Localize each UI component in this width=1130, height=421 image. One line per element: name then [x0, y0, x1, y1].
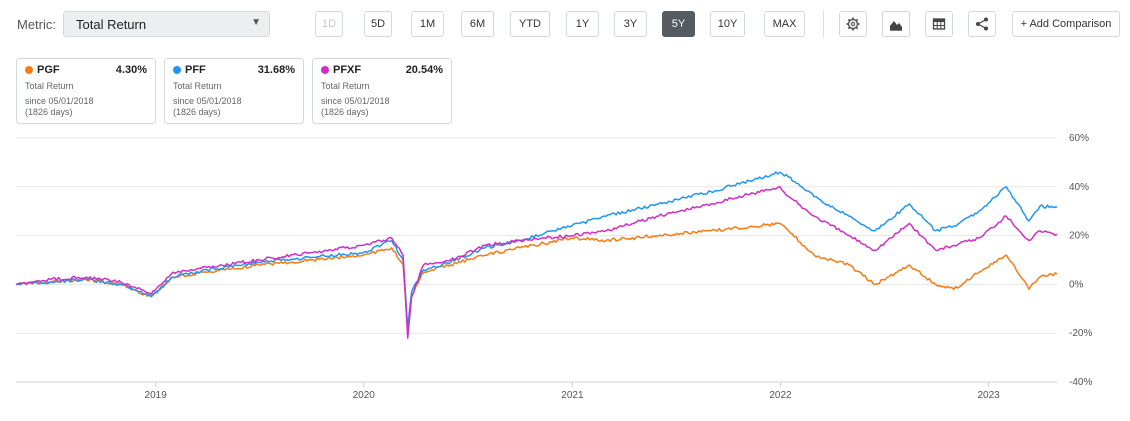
- period-1m-button[interactable]: 1M: [411, 11, 444, 37]
- metric-caption: Total Return: [25, 81, 74, 91]
- ticker-label: PFXF: [333, 64, 362, 76]
- period-ytd-button[interactable]: YTD: [510, 11, 550, 37]
- chart-type-button[interactable]: [882, 11, 910, 37]
- metric-caption: Total Return: [173, 81, 222, 91]
- series-line-pfxf: [15, 186, 1058, 339]
- series-color-dot: [321, 66, 329, 74]
- settings-button[interactable]: [839, 11, 867, 37]
- share-icon: [976, 17, 988, 31]
- y-tick-label: 60%: [1069, 133, 1089, 144]
- add-comparison-button[interactable]: + Add Comparison: [1012, 11, 1120, 37]
- period-5d-button[interactable]: 5D: [364, 11, 392, 37]
- series-line-pff: [15, 171, 1058, 330]
- mountain-chart-icon: [890, 21, 902, 31]
- period-3y-button[interactable]: 3Y: [614, 11, 647, 37]
- days-caption: (1826 days): [173, 107, 221, 117]
- table-icon: [932, 18, 946, 30]
- since-caption: since 05/01/2018: [321, 96, 390, 106]
- x-tick-label: 2022: [769, 390, 792, 401]
- ticker-label: PFF: [185, 64, 206, 76]
- since-caption: since 05/01/2018: [25, 96, 94, 106]
- legend-card-pgf[interactable]: PGF 4.30% Total Return since 05/01/2018 …: [16, 58, 156, 124]
- y-tick-label: 20%: [1069, 231, 1089, 242]
- period-5y-button[interactable]: 5Y: [662, 11, 695, 37]
- legend-card-pff[interactable]: PFF 31.68% Total Return since 05/01/2018…: [164, 58, 304, 124]
- period-6m-button[interactable]: 6M: [461, 11, 494, 37]
- y-tick-label: 40%: [1069, 182, 1089, 193]
- return-value: 20.54%: [405, 64, 443, 76]
- since-caption: since 05/01/2018: [173, 96, 242, 106]
- y-tick-label: -40%: [1069, 377, 1092, 388]
- days-caption: (1826 days): [321, 107, 369, 117]
- return-value: 31.68%: [257, 64, 295, 76]
- metric-select[interactable]: Total Return ▼: [63, 11, 270, 37]
- x-tick-label: 2021: [561, 390, 584, 401]
- series-line-pgf: [15, 222, 1058, 334]
- gear-icon: [846, 17, 860, 31]
- period-1d-button[interactable]: 1D: [315, 11, 343, 37]
- toolbar: Metric: Total Return ▼ 1D 5D 1M 6M YTD 1…: [0, 0, 1130, 50]
- days-caption: (1826 days): [25, 107, 73, 117]
- chevron-down-icon: ▼: [251, 17, 261, 28]
- metric-caption: Total Return: [321, 81, 370, 91]
- x-tick-label: 2019: [145, 390, 168, 401]
- x-tick-label: 2020: [353, 390, 376, 401]
- share-button[interactable]: [968, 11, 996, 37]
- toolbar-divider: [823, 11, 824, 37]
- total-return-chart[interactable]: 60% 40% 20% 0% -20% -40% 2019 2020 2021 2022 2023: [0, 130, 1130, 421]
- series-color-dot: [25, 66, 33, 74]
- metric-label: Metric:: [17, 17, 56, 32]
- y-tick-label: -20%: [1069, 328, 1092, 339]
- series-color-dot: [173, 66, 181, 74]
- return-value: 4.30%: [115, 64, 147, 76]
- x-tick-label: 2023: [977, 390, 1000, 401]
- period-1y-button[interactable]: 1Y: [566, 11, 599, 37]
- period-10y-button[interactable]: 10Y: [710, 11, 745, 37]
- table-view-button[interactable]: [925, 11, 953, 37]
- ticker-label: PGF: [37, 64, 60, 76]
- period-max-button[interactable]: MAX: [764, 11, 805, 37]
- y-tick-label: 0%: [1069, 279, 1084, 290]
- metric-select-value: Total Return: [76, 17, 147, 32]
- legend-card-pfxf[interactable]: PFXF 20.54% Total Return since 05/01/201…: [312, 58, 452, 124]
